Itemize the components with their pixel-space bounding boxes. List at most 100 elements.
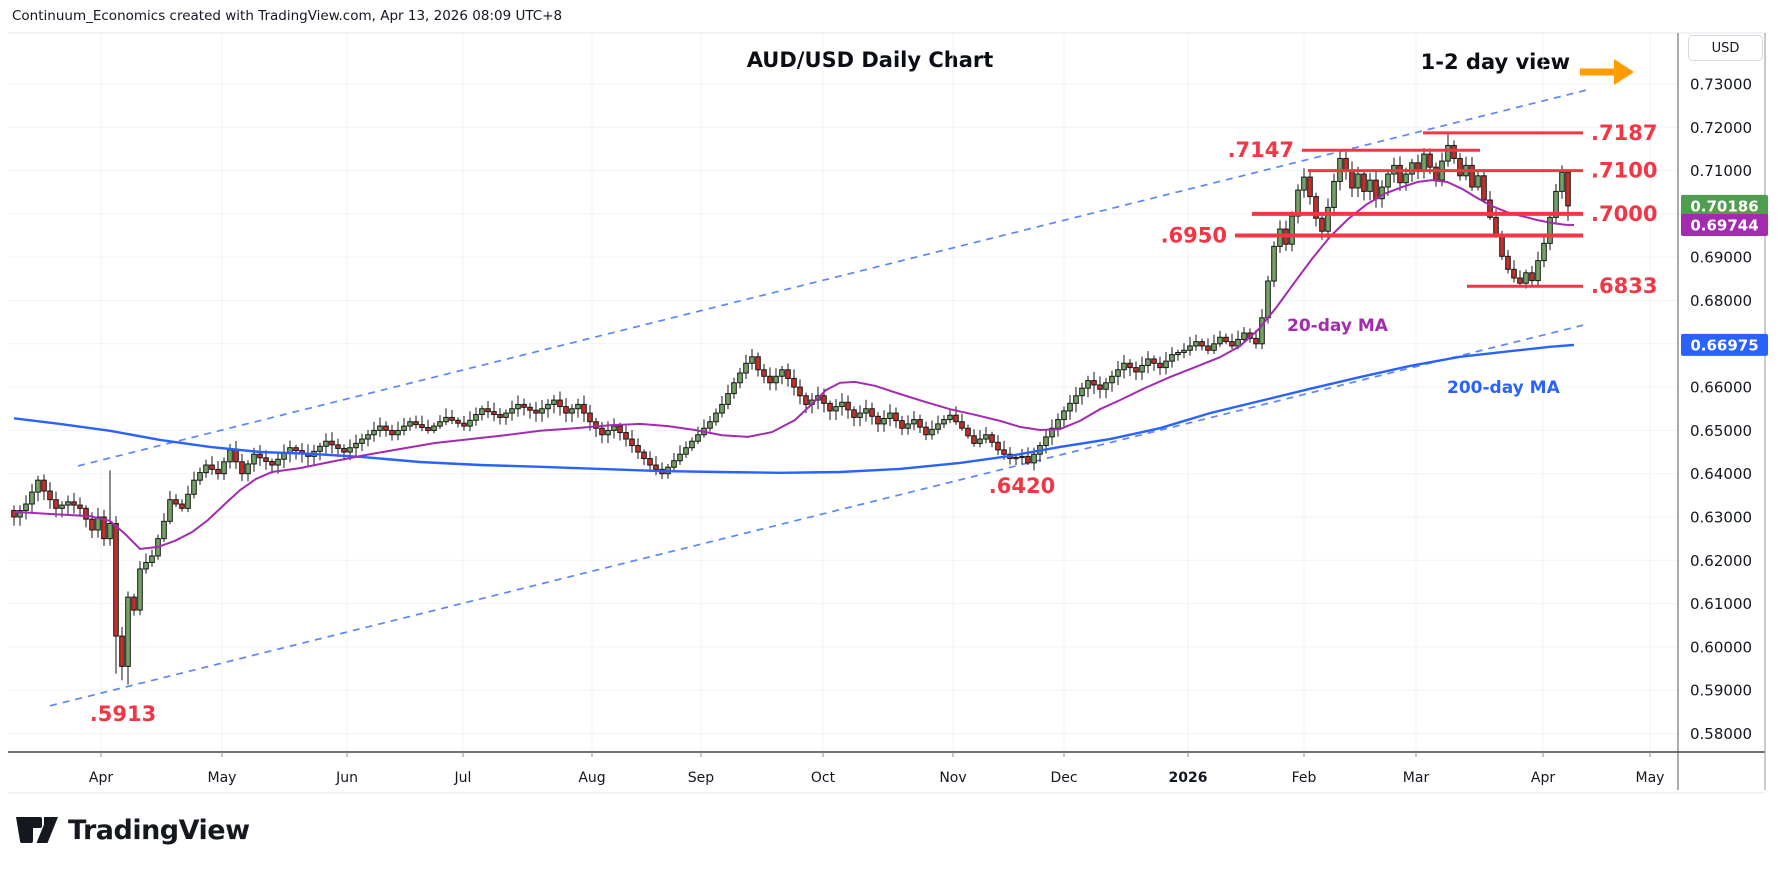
candle-down (1511, 268, 1517, 279)
candle-up (359, 438, 365, 444)
candle-up (149, 555, 155, 563)
candle-down (1001, 449, 1007, 455)
candle-up (1259, 317, 1265, 345)
time-label-mar: Mar (1403, 770, 1430, 786)
candle-up (245, 463, 251, 475)
candle-down (257, 453, 263, 459)
candle-down (461, 422, 467, 427)
candle-down (113, 522, 119, 637)
candle-up (137, 568, 143, 611)
candle-down (389, 429, 395, 436)
candle-down (455, 419, 461, 424)
candle-up (191, 479, 197, 495)
candle-down (41, 479, 47, 492)
candle-up (1085, 380, 1091, 389)
candle-down (899, 420, 905, 429)
price-label-0.69000: 0.69000 (1690, 249, 1752, 267)
candle-down (959, 421, 965, 429)
candle-up (197, 472, 203, 481)
candle-up (1019, 455, 1025, 459)
candle-up (347, 447, 353, 453)
ma20-value-badge-text: 0.69744 (1690, 216, 1758, 234)
price-label-0.73000: 0.73000 (1690, 76, 1752, 94)
candle-down (1361, 173, 1367, 192)
candle-up (1421, 153, 1427, 172)
point-label-5913: .5913 (90, 702, 156, 726)
price-label-0.59000: 0.59000 (1690, 682, 1752, 700)
candle-up (509, 408, 515, 414)
time-axis[interactable]: Apr May Jun Jul Aug Sep Oct Nov Dec 2026 Feb Mar Apr… (89, 752, 1665, 786)
candle-down (755, 356, 761, 371)
candle-down (209, 464, 215, 470)
candle-down (869, 408, 875, 417)
candle-up (1241, 332, 1247, 340)
candle-down (1529, 272, 1535, 282)
candle-up (275, 458, 281, 466)
candle-up (365, 434, 371, 440)
price-label-0.62000: 0.62000 (1690, 552, 1752, 570)
candle-down (995, 441, 1001, 451)
candle-down (1199, 341, 1205, 347)
candle-up (437, 421, 443, 427)
candle-up (1031, 453, 1037, 464)
candle-up (1079, 387, 1085, 397)
candle-down (1427, 153, 1433, 168)
candle-down (131, 596, 137, 611)
candle-up (881, 417, 887, 425)
candle-up (1061, 410, 1067, 421)
ma200-label: 200-day MA (1447, 378, 1561, 398)
candle-up (443, 416, 449, 423)
candle-up (887, 412, 893, 419)
price-label-0.63000: 0.63000 (1690, 509, 1752, 527)
candle-up (143, 561, 149, 570)
time-label-2026: 2026 (1169, 770, 1208, 786)
candle-up (251, 453, 257, 465)
candle-up (569, 408, 575, 414)
candle-down (923, 426, 929, 436)
candle-up (1175, 351, 1181, 356)
candle-up (473, 414, 479, 421)
time-label-aug: Aug (578, 770, 605, 786)
candle-up (545, 403, 551, 410)
candle-up (1475, 175, 1481, 188)
candle-up (683, 447, 689, 455)
tradingview-logo[interactable]: TradingView (14, 814, 250, 846)
ma20-value-badge (1681, 213, 1768, 236)
candle-up (65, 501, 71, 506)
currency-scale-button[interactable]: USD (1688, 35, 1763, 61)
candle-up (1559, 171, 1565, 192)
candle-up (983, 434, 989, 440)
time-label-feb: Feb (1292, 770, 1317, 786)
candle-down (71, 501, 77, 506)
candle-up (671, 460, 677, 468)
price-axis[interactable]: 0.73000 0.72000 0.71000 0.69000 0.68000 0.660… (1681, 76, 1768, 744)
candle-up (1523, 272, 1529, 284)
candle-down (485, 408, 491, 413)
candle-up (401, 425, 407, 431)
candle-up (227, 449, 233, 463)
candle-up (1325, 206, 1331, 232)
level-label-7100: .7100 (1591, 159, 1657, 183)
candle-up (167, 499, 173, 522)
candle-up (1103, 382, 1109, 390)
candle-down (1499, 234, 1505, 257)
candle-up (911, 419, 917, 425)
candle-up (1277, 228, 1283, 247)
candle-down (647, 458, 653, 466)
right-arrow-icon-head (1614, 59, 1634, 85)
price-label-0.61000: 0.61000 (1690, 595, 1752, 613)
candle-up (1235, 338, 1241, 347)
candle-up (377, 425, 383, 431)
price-label-0.66000: 0.66000 (1690, 379, 1752, 397)
candle-down (1151, 358, 1157, 364)
candle-down (1397, 164, 1403, 184)
candle-down (971, 435, 977, 444)
candle-up (1211, 343, 1217, 351)
candle-up (1271, 245, 1277, 282)
candle-up (1055, 419, 1061, 429)
candle-up (281, 452, 287, 460)
candle-up (221, 461, 227, 475)
candle-down (785, 369, 791, 379)
candle-up (59, 504, 65, 509)
